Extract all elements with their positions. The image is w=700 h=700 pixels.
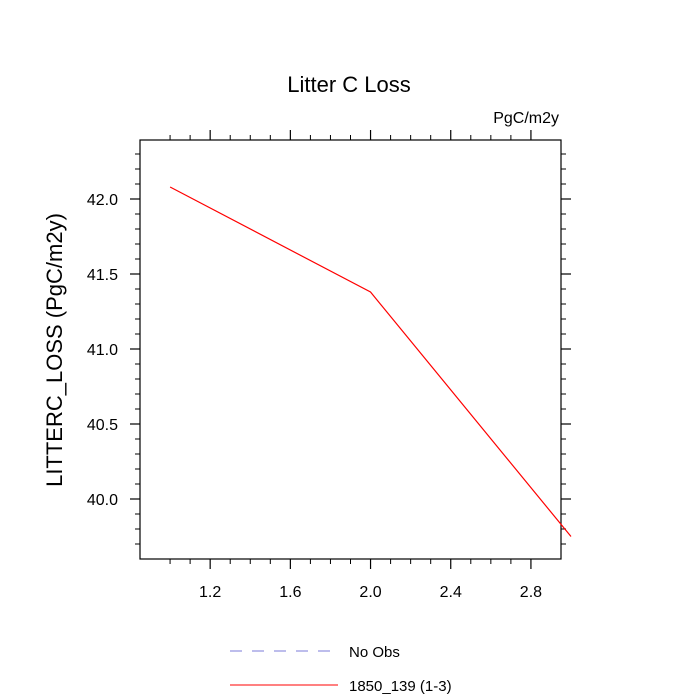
plot-frame [139, 139, 562, 560]
chart-title: Litter C Loss [287, 72, 411, 97]
x-tick-label: 2.4 [440, 584, 462, 601]
y-tick-label: 40.5 [87, 417, 118, 434]
x-tick-label: 1.2 [199, 584, 221, 601]
legend: No Obs 1850_139 (1-3) [230, 644, 452, 695]
axis-tick-labels: 1.2 1.6 2.0 2.4 2.8 40.0 40.5 41.0 41.5 42.0 [87, 192, 542, 601]
y-tick-label: 40.0 [87, 492, 118, 509]
legend-label: 1850_139 (1-3) [349, 678, 452, 695]
y-tick-label: 42.0 [87, 192, 118, 209]
series-lines [169, 186, 572, 537]
units-label: PgC/m2y [493, 110, 559, 127]
x-tick-label: 2.8 [520, 584, 542, 601]
legend-label: No Obs [349, 644, 400, 661]
x-tick-label: 1.6 [279, 584, 301, 601]
y-axis-label: LITTERC_LOSS (PgC/m2y) [42, 213, 67, 487]
y-tick-label: 41.0 [87, 342, 118, 359]
series-line [169, 186, 572, 537]
axis-ticks [130, 130, 571, 569]
y-tick-label: 41.5 [87, 267, 118, 284]
plot-area [139, 139, 562, 560]
x-tick-label: 2.0 [359, 584, 381, 601]
